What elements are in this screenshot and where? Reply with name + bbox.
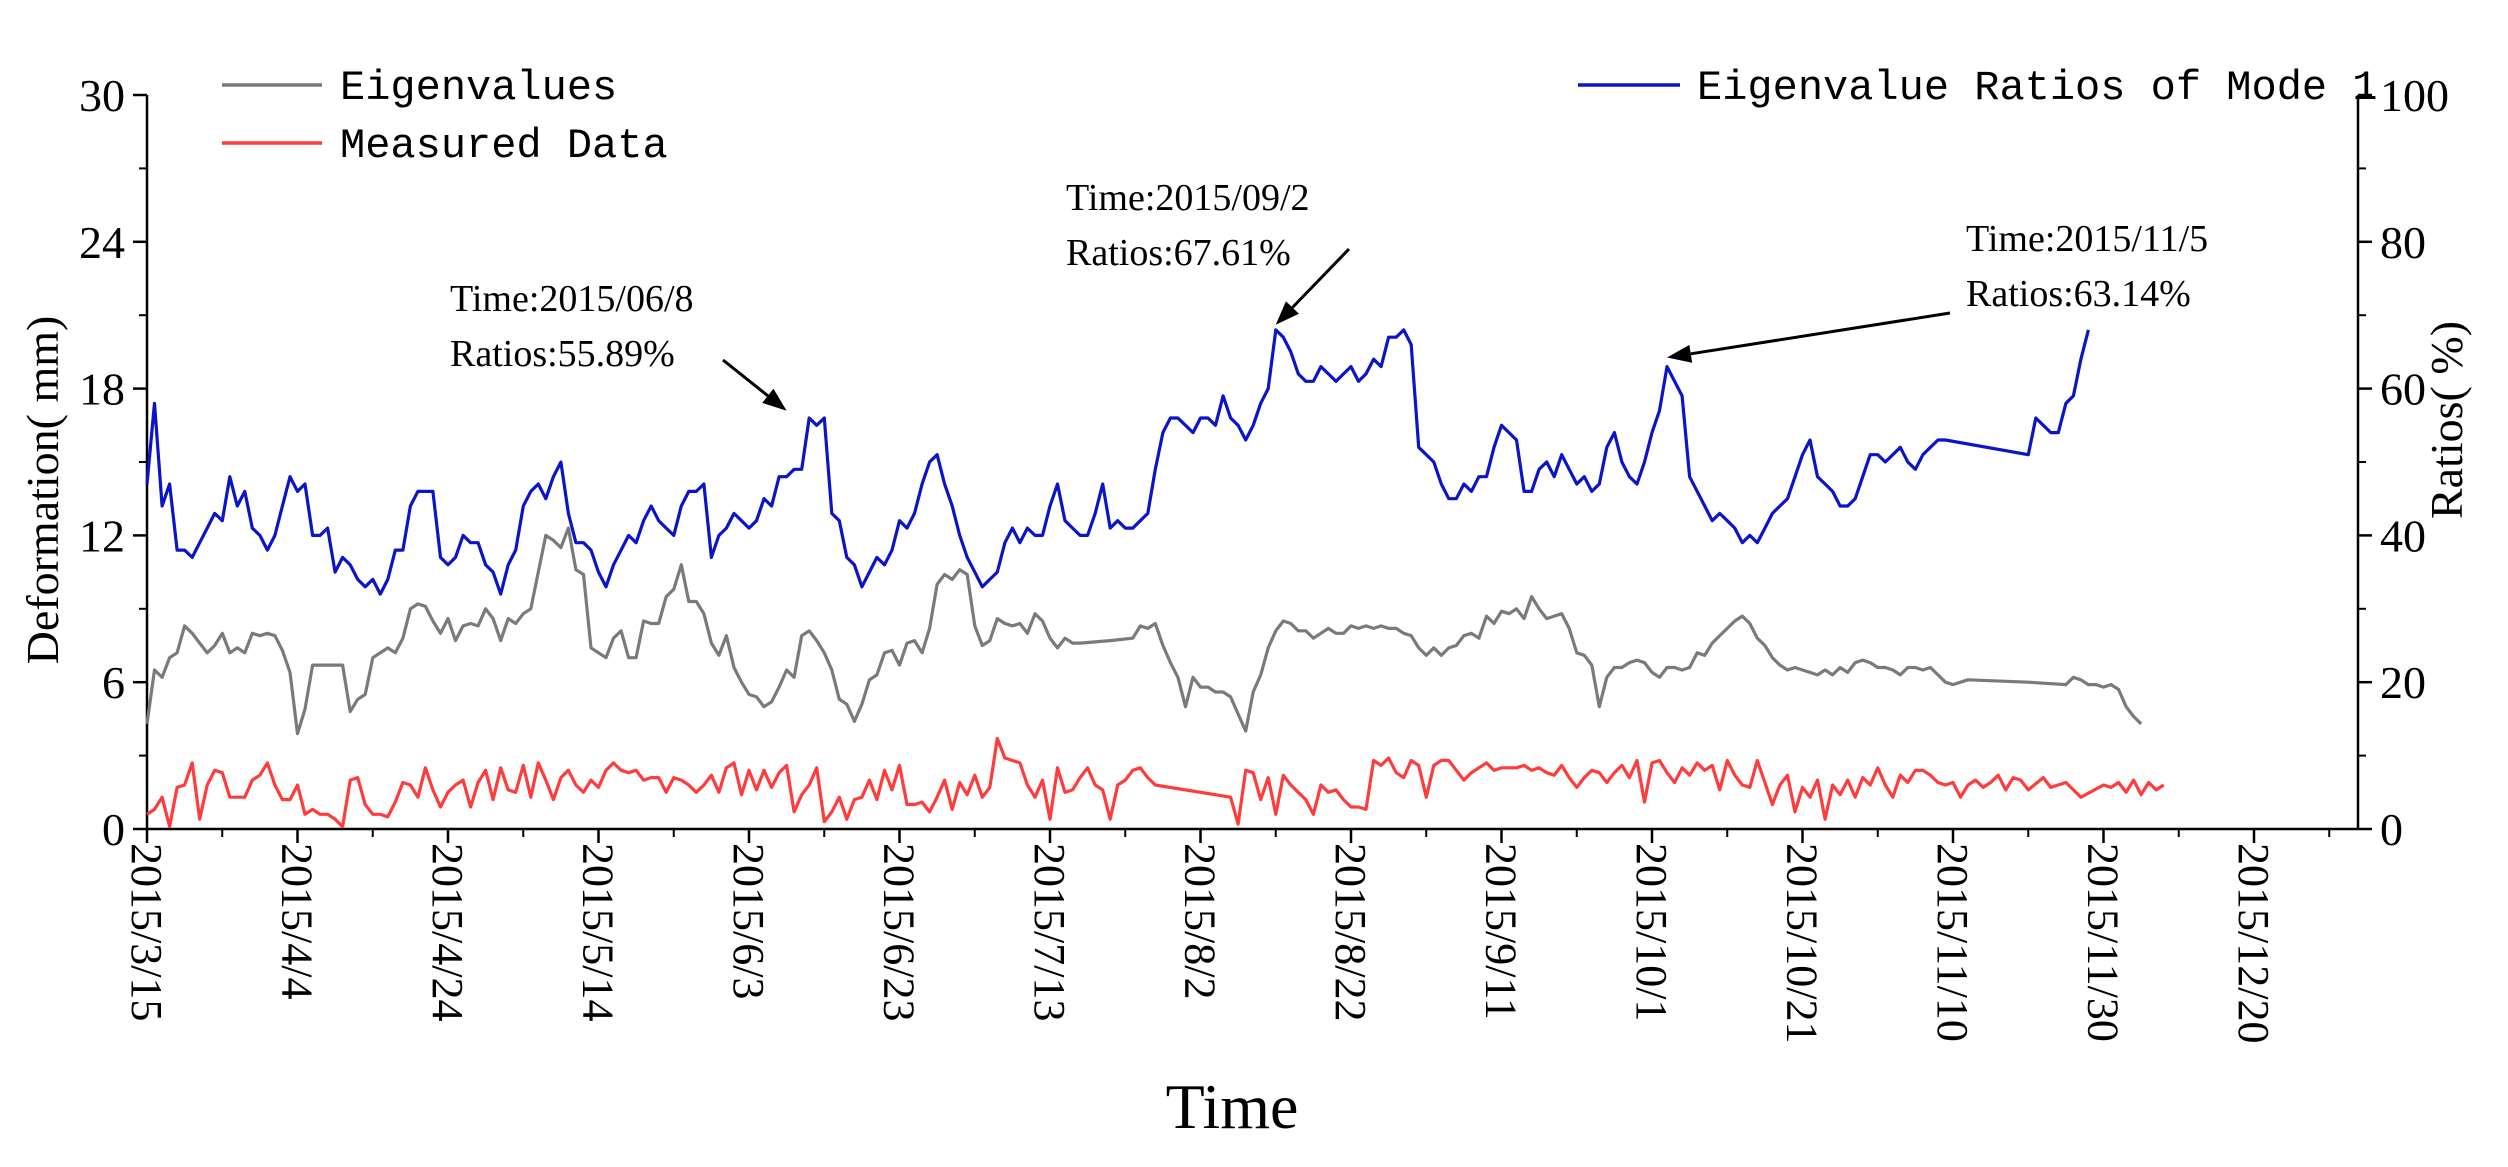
legend-label: Eigenvalues <box>340 64 617 112</box>
x-tick-label: 2015/5/14 <box>574 843 623 1021</box>
x-tick-label: 2015/4/4 <box>273 843 322 999</box>
legend-label: Measured Data <box>340 122 668 170</box>
annotation-arrow-head <box>1667 344 1693 363</box>
y-left-tick-label: 0 <box>102 804 125 855</box>
annotation-ratio: Ratios:67.61% <box>1066 232 1291 274</box>
annotation-time: Time:2015/09/2 <box>1066 177 1310 219</box>
annotation-arrow-shaft <box>722 358 769 397</box>
ticks-group: 0 6 12 18 24 30 0 20 40 60 80 100 2015/3/15 2015/4/4 2… <box>79 70 2449 1043</box>
y-left-tick-label: 24 <box>79 217 125 268</box>
y-right-tick-label: 80 <box>2380 217 2426 268</box>
series-line-eigenvalue-ratios-of-mode-1 <box>145 328 2090 596</box>
x-tick-label: 2015/4/24 <box>423 843 472 1021</box>
series-line-eigenvalues <box>145 526 2143 736</box>
annotation-arrow-head <box>1275 301 1299 325</box>
annotation-time: Time:2015/06/8 <box>450 278 694 320</box>
y-left-tick-label: 6 <box>102 657 125 708</box>
y-left-tick-label: 30 <box>79 70 125 121</box>
x-tick-label: 2015/12/20 <box>2229 843 2278 1043</box>
x-tick-label: 2015/9/11 <box>1477 843 1526 1020</box>
x-tick-label: 2015/10/1 <box>1627 843 1676 1021</box>
x-tick-label: 2015/11/10 <box>1928 843 1977 1042</box>
annotation-time: Time:2015/11/5 <box>1966 218 2208 260</box>
annotation-ratio: Ratios:63.14% <box>1966 273 2191 315</box>
x-tick-label: 2015/8/2 <box>1176 843 1225 999</box>
x-tick-label: 2015/6/23 <box>875 843 924 1021</box>
x-tick-label: 2015/7/13 <box>1025 843 1074 1021</box>
y-right-tick-label: 40 <box>2380 510 2426 561</box>
annotation-arrow-head <box>762 388 787 411</box>
x-axis-title: Time <box>1166 1071 1299 1142</box>
series-line-measured-data <box>146 736 2165 829</box>
annotation-ratio: Ratios:55.89% <box>450 333 675 375</box>
x-tick-label: 2015/6/3 <box>724 843 773 999</box>
y-right-tick-label: 100 <box>2380 70 2449 121</box>
y-axis-right-title: Ratios( %) <box>2421 321 2472 519</box>
y-right-tick-label: 20 <box>2380 657 2426 708</box>
y-right-tick-label: 0 <box>2380 804 2403 855</box>
annotation-arrow-shaft <box>1690 311 1951 356</box>
y-left-tick-label: 18 <box>79 364 125 415</box>
legend-label: Eigenvalue Ratios of Mode 1 <box>1697 64 2378 112</box>
annotation-arrow-shaft <box>1291 247 1351 309</box>
x-tick-label: 2015/8/22 <box>1326 843 1375 1021</box>
y-axis-left-title: Deformation( mm) <box>17 316 68 665</box>
series-group <box>145 328 2165 829</box>
x-tick-label: 2015/10/21 <box>1778 843 1827 1043</box>
y-left-tick-label: 12 <box>79 510 125 561</box>
y-right-tick-label: 60 <box>2380 364 2426 415</box>
x-tick-label: 2015/3/15 <box>122 843 171 1021</box>
annotations-group: Time:2015/06/8 Ratios:55.89% Time:2015/09/… <box>450 177 2208 411</box>
legend-group: Eigenvalues Measured Data Eigenvalue Ratio… <box>222 64 2378 170</box>
x-tick-label: 2015/11/30 <box>2079 843 2128 1042</box>
